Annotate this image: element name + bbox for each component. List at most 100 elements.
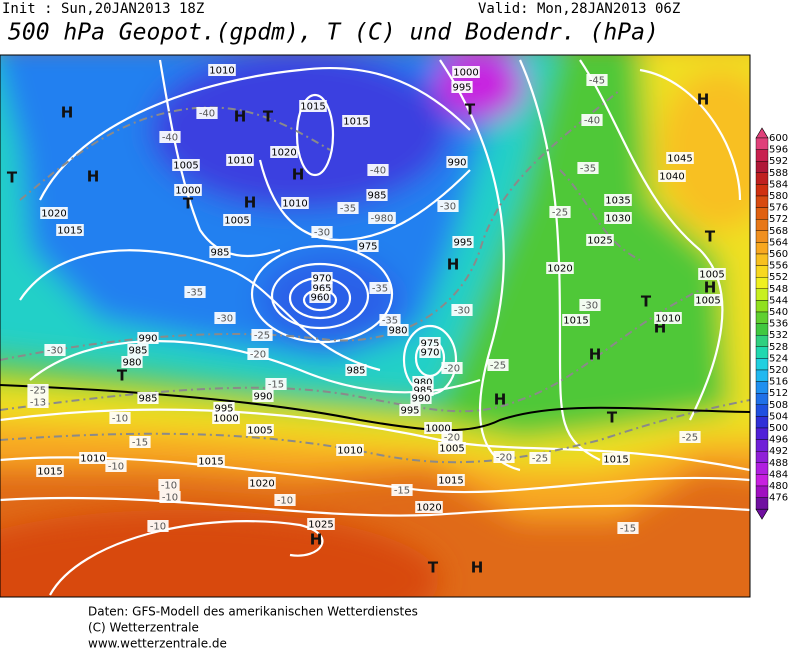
pressure-label: 1000 xyxy=(425,424,450,435)
pressure-label: 975 xyxy=(420,339,439,350)
label-box xyxy=(367,164,389,176)
pressure-label: 1015 xyxy=(603,455,628,466)
pressure-label: 985 xyxy=(413,386,432,397)
high-marker: H xyxy=(310,531,323,549)
scale-label: 560 xyxy=(769,249,788,260)
label-box xyxy=(581,114,603,126)
pressure-label: 985 xyxy=(138,394,157,405)
label-box xyxy=(451,304,473,316)
label-box xyxy=(679,431,701,443)
scale-label: 576 xyxy=(769,203,788,214)
scale-label: 504 xyxy=(769,411,788,422)
pressure-label: 995 xyxy=(452,83,471,94)
scale-label: 508 xyxy=(769,400,788,411)
high-marker: H xyxy=(292,166,305,184)
pressure-label: 1000 xyxy=(213,414,238,425)
scale-box xyxy=(755,393,769,406)
pressure-label: 980 xyxy=(388,326,407,337)
temperature-label: -15 xyxy=(394,486,410,497)
label-box xyxy=(399,404,421,416)
low-marker: T xyxy=(607,409,618,427)
pressure-label: 975 xyxy=(358,242,377,253)
pressure-label: 1020 xyxy=(416,503,441,514)
scale-label: 488 xyxy=(769,458,788,469)
label-box xyxy=(311,226,333,238)
label-box xyxy=(549,206,571,218)
temperature-label: -40 xyxy=(584,116,600,127)
scale-label: 532 xyxy=(769,330,788,341)
pressure-label: 1025 xyxy=(308,520,333,531)
temperature-label: -15 xyxy=(620,524,636,535)
pressure-label: 960 xyxy=(310,293,329,304)
pressure-label: 1010 xyxy=(655,314,680,325)
scale-box xyxy=(755,346,769,359)
scale-label: 480 xyxy=(769,481,788,492)
label-box xyxy=(265,378,287,390)
scale-label: 572 xyxy=(769,214,788,225)
temperature-label: -15 xyxy=(132,438,148,449)
label-box xyxy=(147,520,169,532)
label-box xyxy=(366,189,388,201)
scale-label: 584 xyxy=(769,179,788,190)
pressure-label: 990 xyxy=(411,394,430,405)
temperature-label: -30 xyxy=(440,202,456,213)
map-title: 500 hPa Geopot.(gpdm), T (C) und Bodendr… xyxy=(8,20,659,46)
label-box xyxy=(487,359,509,371)
label-box xyxy=(184,286,206,298)
label-box xyxy=(197,455,225,467)
label-box xyxy=(446,156,468,168)
temperature-label: -30 xyxy=(582,301,598,312)
scale-label: 568 xyxy=(769,226,788,237)
scale-label: 492 xyxy=(769,446,788,457)
label-box xyxy=(441,431,463,443)
label-box xyxy=(252,390,274,402)
low-marker: T xyxy=(465,101,476,119)
label-box xyxy=(159,491,181,503)
pressure-label: 1020 xyxy=(271,148,296,159)
label-box xyxy=(158,479,180,491)
temperature-label: -35 xyxy=(187,288,203,299)
pressure-label: 1015 xyxy=(343,117,368,128)
scale-label: 548 xyxy=(769,284,788,295)
temperature-label: -30 xyxy=(217,314,233,325)
label-box xyxy=(451,81,473,93)
scale-cap xyxy=(755,508,769,520)
label-box xyxy=(658,170,686,182)
high-marker: H xyxy=(471,559,484,577)
pressure-label: 1015 xyxy=(438,476,463,487)
scale-box xyxy=(755,207,769,220)
scale-label: 484 xyxy=(769,469,788,480)
scale-box xyxy=(755,265,769,278)
temperature-label: -10 xyxy=(112,414,128,425)
temperature-label: -15 xyxy=(268,380,284,391)
pressure-label: 995 xyxy=(400,406,419,417)
label-box xyxy=(274,494,296,506)
scale-label: 544 xyxy=(769,295,788,306)
pressure-label: 1035 xyxy=(605,196,630,207)
pressure-label: 1020 xyxy=(41,209,66,220)
scale-box xyxy=(755,218,769,231)
pressure-label: 1015 xyxy=(57,226,82,237)
label-box xyxy=(666,152,694,164)
scale-box xyxy=(755,288,769,301)
low-marker: T xyxy=(428,559,439,577)
temperature-label: -980 xyxy=(371,214,394,225)
label-box xyxy=(441,362,463,374)
high-marker: H xyxy=(244,194,257,212)
label-box xyxy=(654,312,682,324)
temperature-label: -30 xyxy=(314,228,330,239)
label-box xyxy=(105,460,127,472)
temperature-label: -25 xyxy=(490,361,506,372)
map-frame xyxy=(0,54,751,598)
label-box xyxy=(121,356,143,368)
label-box xyxy=(172,159,200,171)
temperature-label: -25 xyxy=(532,454,548,465)
footer-line: www.wetterzentrale.de xyxy=(88,637,227,648)
pressure-label: 1005 xyxy=(695,296,720,307)
scale-box xyxy=(755,253,769,266)
label-box xyxy=(196,107,218,119)
label-box xyxy=(137,392,159,404)
scale-box xyxy=(755,277,769,290)
scale-label: 476 xyxy=(769,493,788,504)
